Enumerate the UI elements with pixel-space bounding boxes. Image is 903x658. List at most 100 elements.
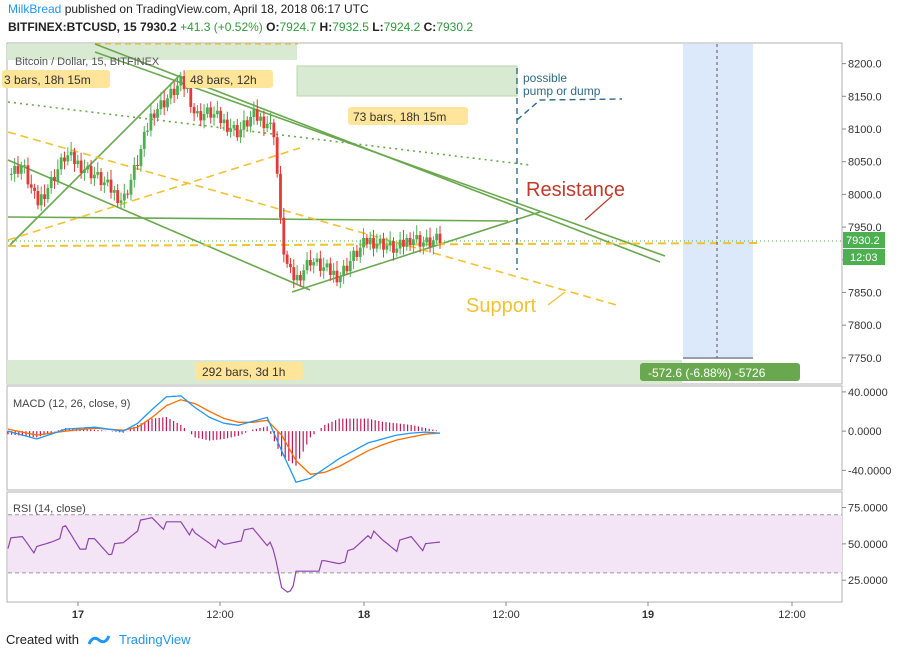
candle-body: [63, 157, 66, 162]
drawing-lines: [7, 43, 842, 359]
price-tick-label: 8150.0: [848, 91, 882, 103]
candle-body: [368, 237, 372, 245]
candle-body: [166, 98, 169, 108]
bars-292-box: [195, 362, 303, 380]
time-tick-label: 19: [642, 609, 654, 621]
candle-body: [338, 276, 342, 283]
candle-body: [325, 263, 329, 268]
candle-body: [412, 239, 415, 246]
candle-body: [272, 122, 276, 138]
candle-body: [93, 174, 96, 179]
countdown-label: 12:03: [850, 252, 878, 264]
candle-body: [142, 131, 146, 149]
price-tick-label: 7950.0: [848, 222, 882, 234]
candle-body: [435, 233, 439, 241]
bars-48-label: 48 bars, 12h: [190, 73, 257, 87]
candle-body: [305, 259, 309, 271]
time-tick-label: 17: [72, 609, 84, 621]
candle-body: [136, 164, 139, 167]
price-tick-label: 8000.0: [848, 189, 882, 201]
candle-body: [182, 76, 186, 90]
publish-info: MilkBread published on TradingView.com, …: [8, 2, 369, 16]
candle-body: [212, 114, 216, 118]
candle-body: [355, 250, 359, 258]
candle-body: [405, 238, 409, 247]
time-axis: 17 12:00 18 12:00 19 12:00: [72, 602, 806, 621]
last-price-label: 7930.2: [846, 235, 880, 247]
candle-body: [39, 194, 43, 206]
author-name[interactable]: MilkBread: [8, 2, 62, 16]
candle-body: [56, 169, 60, 182]
candle-body: [169, 88, 173, 99]
support-dashed-line-upper: [7, 131, 621, 307]
time-tick-label: 12:00: [778, 609, 806, 621]
measure-label: -572.6 (-6.88%) -5726: [648, 366, 766, 380]
candle-body: [342, 265, 346, 277]
price-tick-label: 7750.0: [848, 353, 882, 365]
candle-body: [152, 113, 156, 118]
time-tick-label: 12:00: [492, 609, 520, 621]
tradingview-link[interactable]: TradingView: [118, 632, 191, 647]
candle-body: [112, 189, 116, 193]
candle-body: [49, 176, 53, 189]
candle-body: [265, 123, 269, 129]
rsi-tick-label: 75.0000: [848, 503, 888, 515]
macd-pane: 40.0000 0.0000 -40.0000: [7, 387, 891, 483]
candle-body: [215, 110, 219, 115]
candle-body: [395, 248, 399, 253]
candle-body: [275, 137, 279, 174]
candle-body: [378, 238, 382, 244]
price-tick-label: 8050.0: [848, 157, 882, 169]
candle-body: [279, 173, 282, 218]
macd-line: [7, 395, 441, 483]
candle-body: [99, 172, 103, 186]
candle-body: [225, 119, 229, 132]
candle-body: [36, 190, 40, 206]
candle-body: [362, 237, 365, 248]
support-pointer: [547, 291, 566, 306]
candle-body: [259, 116, 262, 121]
candle-body: [375, 243, 379, 249]
candle-body: [26, 165, 30, 185]
candle-body: [43, 194, 46, 200]
candle-body: [348, 261, 352, 272]
horizontal-dashed-line: [7, 242, 761, 247]
symbol-info: BITFINEX:BTCUSD, 15 7930.2 +41.3 (+0.52%…: [8, 20, 473, 34]
open-label: O:: [266, 20, 280, 34]
candle-body: [33, 187, 36, 191]
price-axis: 8200.08150.08100.08050.08000.07950.07900…: [842, 59, 885, 365]
low-value: 7924.2: [383, 20, 421, 34]
last-price-box: [843, 232, 885, 249]
candle-body: [255, 109, 259, 121]
candle-body: [242, 120, 246, 130]
candle-body: [86, 165, 90, 170]
candle-body: [408, 238, 412, 246]
macd-tick-label: 0.0000: [848, 426, 882, 438]
candle-body: [245, 120, 249, 127]
candle-body: [122, 193, 126, 201]
candle-body: [312, 262, 316, 266]
candle-body: [69, 151, 73, 156]
candle-body: [146, 130, 149, 132]
candle-body: [428, 237, 432, 247]
candle-body: [289, 263, 292, 268]
resistance-label: Resistance: [526, 179, 625, 201]
price-change: +41.3 (+0.52%): [180, 20, 263, 34]
bars-73-label: 73 bars, 18h 15m: [353, 110, 446, 124]
time-tick-label: 12:00: [206, 609, 234, 621]
candle-body: [262, 116, 266, 129]
footer: Created with TradingView: [6, 632, 191, 647]
rsi-pane: 75.0000 50.0000 25.0000: [7, 503, 888, 593]
time-tick-label: 18: [358, 609, 370, 621]
candle-body: [179, 76, 183, 86]
candle-body: [79, 160, 83, 173]
candle-body: [372, 237, 375, 249]
candle-body: [119, 200, 123, 204]
created-with-text: Created with: [6, 632, 79, 647]
candle-body: [392, 241, 395, 253]
price-chart[interactable]: 8200.08150.08100.08050.08000.07950.07900…: [0, 0, 903, 630]
candle-body: [96, 172, 100, 175]
candle-body: [282, 217, 286, 255]
rising-left-line: [9, 74, 181, 246]
candle-body: [83, 169, 86, 173]
